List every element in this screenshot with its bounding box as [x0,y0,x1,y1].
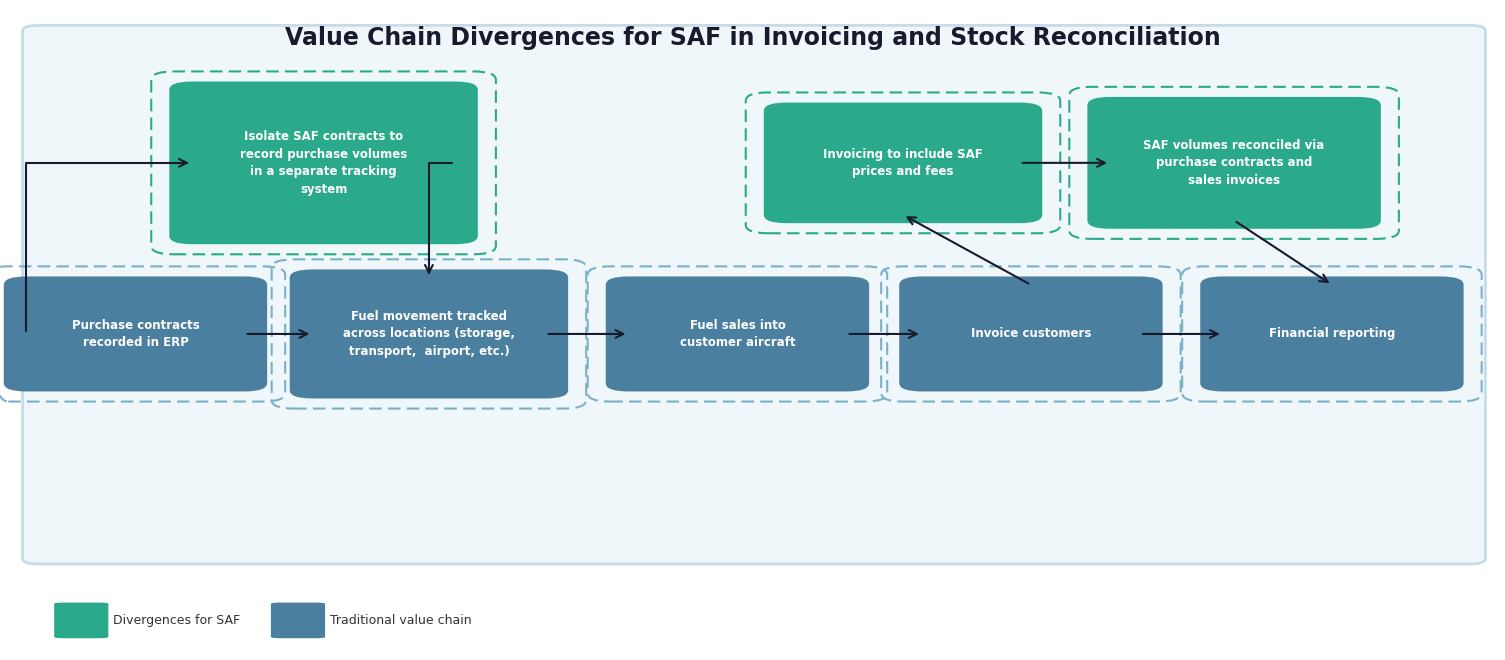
FancyBboxPatch shape [23,26,1485,564]
Text: Invoice customers: Invoice customers [971,327,1091,341]
FancyBboxPatch shape [54,603,108,638]
Text: Isolate SAF contracts to
record purchase volumes
in a separate tracking
system: Isolate SAF contracts to record purchase… [239,130,408,195]
FancyBboxPatch shape [1201,277,1463,391]
FancyBboxPatch shape [605,277,868,391]
FancyBboxPatch shape [169,82,479,244]
FancyBboxPatch shape [900,277,1162,391]
FancyBboxPatch shape [763,102,1041,223]
Text: Traditional value chain: Traditional value chain [330,614,471,627]
Text: Financial reporting: Financial reporting [1269,327,1395,341]
Text: SAF volumes reconciled via
purchase contracts and
sales invoices: SAF volumes reconciled via purchase cont… [1144,139,1324,187]
Text: Invoicing to include SAF
prices and fees: Invoicing to include SAF prices and fees [823,148,983,178]
Text: Value Chain Divergences for SAF in Invoicing and Stock Reconciliation: Value Chain Divergences for SAF in Invoi… [284,26,1221,50]
Text: Purchase contracts
recorded in ERP: Purchase contracts recorded in ERP [72,319,199,349]
Text: Fuel movement tracked
across locations (storage,
transport,  airport, etc.): Fuel movement tracked across locations (… [343,310,515,358]
FancyBboxPatch shape [271,603,325,638]
FancyBboxPatch shape [5,277,268,391]
Text: Fuel sales into
customer aircraft: Fuel sales into customer aircraft [680,319,795,349]
FancyBboxPatch shape [1087,97,1382,229]
FancyBboxPatch shape [289,269,569,399]
FancyBboxPatch shape [36,586,506,655]
Text: Divergences for SAF: Divergences for SAF [113,614,239,627]
